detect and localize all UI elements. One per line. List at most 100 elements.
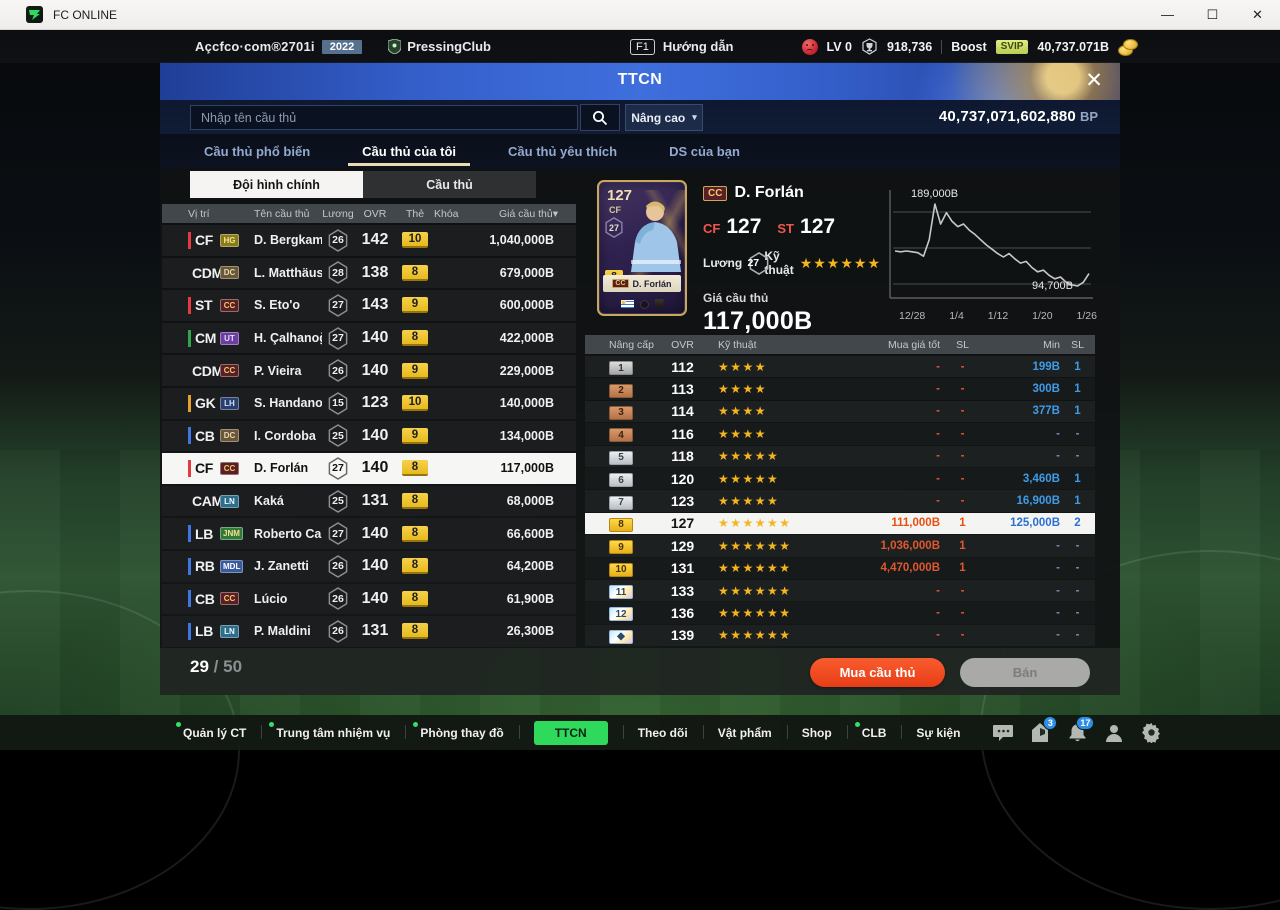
x-tick-label: 1/4 [949, 310, 964, 322]
minimize-button[interactable]: — [1161, 7, 1174, 22]
nav-item-phòng-thay-đồ[interactable]: Phòng thay đồ [405, 715, 518, 750]
salary-hex: 15 [327, 391, 349, 415]
subtab-main-squad[interactable]: Đội hình chính [190, 171, 363, 198]
skill-stars: ★★★★★★ [718, 628, 792, 643]
upgrade-row[interactable]: 3 114 ★★★★ - - 377B 1 [585, 400, 1095, 423]
profile-icon[interactable] [1102, 721, 1126, 745]
squad-row[interactable]: GK LH S. Handanovič 15 123 10 140,000B [162, 387, 576, 419]
squad-row[interactable]: CB CC Lúcio 26 140 8 61,900B [162, 583, 576, 615]
nav-item-shop[interactable]: Shop [786, 715, 847, 750]
tab-favorite-players[interactable]: Cầu thủ yêu thích [508, 143, 618, 159]
upgrade-row[interactable]: 6 120 ★★★★★ - - 3,460B 1 [585, 467, 1095, 490]
upgrade-level-badge: 9 [609, 540, 633, 555]
nav-item-vật-phẩm[interactable]: Vật phẩm [702, 715, 787, 750]
skill-stars: ★★★★★★ [718, 538, 792, 553]
player-card[interactable]: 127 CF 27 8 CC [597, 180, 687, 316]
season-badge: LH [220, 396, 239, 410]
season-badge: CC [220, 298, 239, 312]
best-buy-price: - [936, 629, 940, 642]
nav-item-quản-lý-ct[interactable]: Quản lý CT [168, 715, 261, 750]
upgrade-row[interactable]: 4 116 ★★★★ - - - - [585, 423, 1095, 445]
best-buy-qty: - [960, 405, 965, 418]
squad-row[interactable]: CAM LN Kaká 25 131 8 68,000B [162, 485, 576, 517]
squad-row[interactable]: CDM DC L. Matthäus 28 138 8 679,000B [162, 257, 576, 289]
bp-amount: 40,737,071,602,880 [938, 108, 1076, 125]
salary-hex: 26 [327, 228, 349, 252]
season-badge: UT [220, 331, 239, 345]
tab-popular-players[interactable]: Cầu thủ phổ biến [204, 143, 311, 159]
locker-icon[interactable]: 3 [1028, 715, 1058, 745]
upgrade-row[interactable]: 1 112 ★★★★ - - 199B 1 [585, 356, 1095, 378]
upgrade-row[interactable]: 9 129 ★★★★★★ 1,036,000B 1 - - [585, 535, 1095, 557]
squad-row[interactable]: CB DC I. Cordoba 25 140 9 134,000B [162, 420, 576, 452]
upgrade-row[interactable]: 11 133 ★★★★★★ - - - - [585, 579, 1095, 602]
close-panel-icon[interactable]: ✕ [1085, 69, 1103, 92]
boost-label[interactable]: Boost [951, 39, 987, 54]
squad-table-header: Vị trí Tên cầu thủ Lương OVR Thẻ Khóa Gi… [162, 204, 576, 223]
best-buy-price: - [936, 360, 940, 373]
nav-item-ttcn[interactable]: TTCN [518, 715, 623, 750]
upgrade-level-badge: 3 [609, 405, 633, 420]
player-name: I. Cordoba [254, 428, 316, 443]
help-shortcut[interactable]: F1 Hướng dẫn [630, 38, 734, 55]
upgrade-level-badge: 1 [609, 361, 633, 376]
player-name: L. Matthäus [254, 265, 322, 280]
upgrade-level-badge: 2 [609, 383, 633, 398]
player-search-input[interactable] [190, 105, 578, 130]
position-label: CDM [192, 362, 223, 379]
squad-row[interactable]: CDM CC P. Vieira 26 140 9 229,000B [162, 355, 576, 386]
upgrade-row[interactable]: 2 113 ★★★★ - - 300B 1 [585, 378, 1095, 400]
nav-item-theo-dõi[interactable]: Theo dõi [622, 715, 703, 750]
season-badge: MDL [220, 559, 244, 573]
squad-row[interactable]: CF HG D. Bergkamp 26 142 10 1,040,000B [162, 225, 576, 256]
squad-row[interactable]: ST CC S. Eto'o 27 143 9 600,000B [162, 290, 576, 321]
skill-stars: ★★★★★ [718, 449, 780, 464]
skill-stars: ★★★★ [718, 426, 768, 441]
close-window-button[interactable]: ✕ [1252, 6, 1263, 22]
upgrade-row[interactable]: 8 127 ★★★★★★ 111,000B 1 125,000B 2 [585, 512, 1095, 535]
sort-by-price[interactable]: Giá cầu thủ▾ [499, 207, 558, 220]
bell-icon[interactable]: 17 [1065, 715, 1095, 745]
fc-online-logo-icon [26, 6, 43, 23]
chevron-down-icon: ▾ [692, 112, 697, 122]
ovr-value: 140 [361, 459, 389, 477]
upgrade-row[interactable]: 12 136 ★★★★★★ - - - - [585, 602, 1095, 624]
nav-item-clb[interactable]: CLB [846, 715, 902, 750]
chat-icon[interactable] [991, 721, 1015, 745]
salary-hex: 26 [327, 359, 349, 383]
upgrade-row[interactable]: 7 123 ★★★★★ - - 16,900B 1 [585, 490, 1095, 512]
position-label: ST [195, 297, 213, 314]
settings-icon[interactable] [1139, 721, 1163, 745]
tab-your-list[interactable]: DS của bạn [669, 143, 740, 159]
best-buy-price: - [936, 405, 940, 418]
card-level-badge: 8 [402, 558, 428, 575]
squad-row[interactable]: CF CC D. Forlán 27 140 8 117,000B [162, 453, 576, 484]
search-button[interactable] [580, 104, 620, 131]
squad-row[interactable]: LB LN P. Maldini 26 131 8 26,300B [162, 616, 576, 647]
salary-hex: 26 [327, 587, 349, 611]
buy-player-button[interactable]: Mua cầu thủ [810, 658, 945, 687]
club-info[interactable]: PressingClub [388, 39, 491, 54]
player-price: 422,000B [499, 331, 554, 346]
tab-my-players[interactable]: Cầu thủ của tôi [336, 134, 482, 168]
sell-button[interactable]: Bán [960, 658, 1090, 687]
position-label: CM [195, 330, 217, 347]
season-badge: DC [220, 429, 239, 443]
maximize-button[interactable]: ☐ [1206, 6, 1219, 22]
upgrade-row[interactable]: ◆ 139 ★★★★★★ - - - - [585, 624, 1095, 647]
player-name: D. Forlán [734, 184, 804, 201]
position-color-bar [188, 557, 191, 575]
min-price: - [1056, 450, 1060, 463]
player-photo [631, 201, 681, 272]
squad-row[interactable]: LB JNM Roberto Carlos 27 140 8 66,600B [162, 518, 576, 549]
skill-stars: ★★★★ [718, 359, 768, 374]
season-badge: CC [220, 461, 239, 475]
nav-item-sự-kiện[interactable]: Sự kiện [901, 715, 975, 750]
upgrade-row[interactable]: 5 118 ★★★★★ - - - - [585, 445, 1095, 467]
upgrade-row[interactable]: 10 131 ★★★★★★ 4,470,000B 1 - - [585, 557, 1095, 579]
subtab-players[interactable]: Cầu thủ [363, 171, 536, 198]
advanced-search-button[interactable]: Nâng cao ▾ [625, 104, 703, 131]
squad-row[interactable]: RB MDL J. Zanetti 26 140 8 64,200B [162, 550, 576, 582]
nav-item-trung-tâm-nhiệm-vụ[interactable]: Trung tâm nhiệm vụ [261, 715, 405, 750]
